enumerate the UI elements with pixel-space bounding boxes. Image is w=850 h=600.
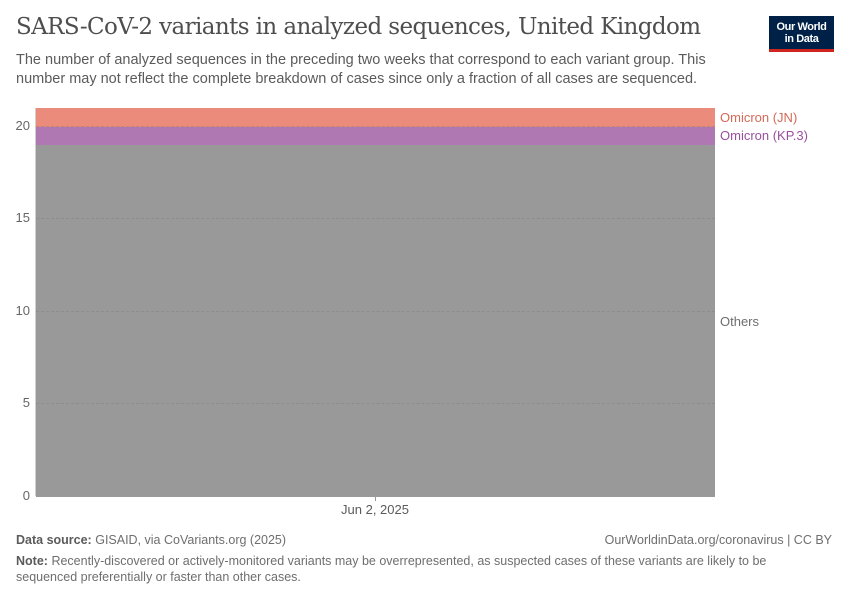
y-tick-5: 5 <box>22 395 30 410</box>
logo-line-1: Our World <box>776 21 827 33</box>
gridline-5 <box>36 403 715 404</box>
note-label: Note: <box>16 554 48 568</box>
footer-note: Note: Recently-discovered or actively-mo… <box>16 553 806 585</box>
gridline-20 <box>36 126 715 127</box>
label-omicron-kp3[interactable]: Omicron (KP.3) <box>720 128 808 143</box>
data-source-label: Data source: <box>16 533 92 547</box>
logo-line-2: in Data <box>784 33 819 45</box>
y-tick-10: 10 <box>15 303 30 318</box>
gridline-10 <box>36 311 715 312</box>
gridline-15 <box>36 218 715 219</box>
x-tick-mark <box>375 496 376 501</box>
owid-logo[interactable]: Our World in Data <box>769 16 834 52</box>
data-source-link[interactable]: GISAID, via CoVariants.org (2025) <box>95 533 287 547</box>
y-tick-0: 0 <box>22 488 30 503</box>
label-others[interactable]: Others <box>720 314 760 329</box>
plot-area[interactable] <box>36 108 715 496</box>
y-tick-15: 15 <box>15 210 30 225</box>
band-omicron-kp3[interactable] <box>36 126 715 145</box>
chart-subtitle: The number of analyzed sequences in the … <box>16 52 706 87</box>
chart-area: 20 15 10 5 0 Jun 2, 2025 Omicron (JN) Om… <box>0 100 850 530</box>
band-others[interactable] <box>36 145 715 496</box>
chart-title: SARS-CoV-2 variants in analyzed sequence… <box>16 14 701 40</box>
band-omicron-jn[interactable] <box>36 108 715 127</box>
x-tick-jun-2-2025: Jun 2, 2025 <box>341 502 409 517</box>
label-omicron-jn[interactable]: Omicron (JN) <box>720 110 798 125</box>
y-tick-20: 20 <box>15 118 30 133</box>
footer-url-link[interactable]: OurWorldinData.org/coronavirus | CC BY <box>604 533 832 547</box>
note-text: Recently-discovered or actively-monitore… <box>16 554 767 584</box>
data-source: Data source: GISAID, via CoVariants.org … <box>16 533 286 547</box>
y-axis-line <box>35 108 36 496</box>
